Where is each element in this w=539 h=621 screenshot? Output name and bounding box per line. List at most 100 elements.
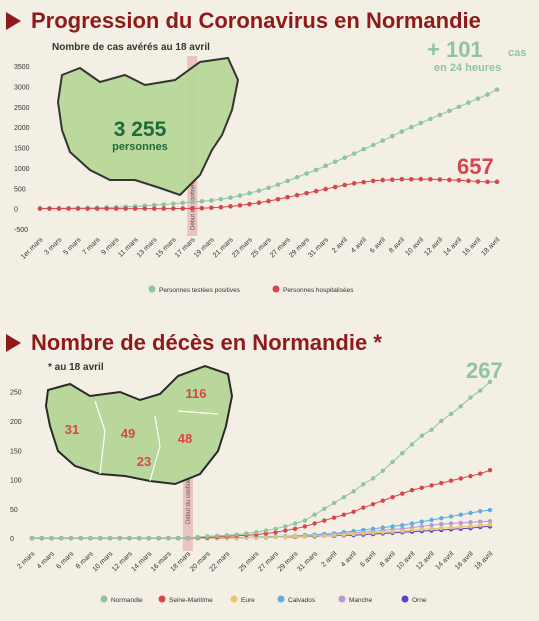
series-0-point	[247, 190, 252, 196]
series-1-point	[458, 476, 463, 481]
series-2-point	[448, 525, 454, 530]
series-0-point	[190, 199, 195, 205]
y-tick-label: 3500	[14, 64, 30, 71]
series-1-point	[142, 206, 148, 211]
series-0-point	[380, 468, 386, 473]
series-0-point	[88, 535, 93, 541]
map-value-manche: 31	[65, 422, 79, 437]
x-tick-label: 4 mars	[36, 550, 56, 570]
series-0-point	[419, 433, 424, 438]
series-1-point	[37, 206, 43, 211]
series-0-point	[322, 506, 327, 512]
series-0-point	[351, 151, 357, 156]
series-0-point	[428, 116, 433, 122]
series-0-point	[185, 535, 191, 541]
series-1-point	[132, 206, 138, 211]
series-1-point	[66, 206, 71, 211]
series-3-point	[448, 514, 454, 519]
legend-label-5: Orne	[412, 597, 427, 604]
series-4-point	[478, 519, 483, 524]
series-1-point	[56, 206, 62, 211]
x-tick-label: 7 mars	[81, 236, 101, 256]
series-0-point	[237, 193, 243, 198]
legend-marker-1	[158, 595, 166, 603]
x-tick-label: 2 avril	[331, 236, 349, 254]
series-4-point	[429, 523, 434, 528]
legend-label-1: Personnes hospitalisées	[283, 287, 354, 294]
confinement-band	[182, 456, 193, 551]
series-2-point	[283, 534, 288, 540]
x-tick-label: 4 avril	[350, 236, 368, 254]
x-tick-label: 10 avril	[404, 236, 425, 257]
series-0-point	[448, 411, 454, 417]
y-tick-label: 1500	[14, 146, 30, 153]
series-1-point	[478, 471, 483, 476]
y-tick-label: 2000	[14, 125, 30, 132]
series-1-point	[113, 206, 119, 211]
series-0-point	[263, 528, 269, 533]
series-2-point	[370, 530, 376, 536]
series-1-point	[312, 521, 317, 526]
series-1-point	[170, 206, 176, 211]
chart1-subtitle: Nombre de cas avérés au 18 avril	[52, 42, 210, 53]
series-2-point	[487, 522, 493, 527]
x-tick-label: 31 mars	[307, 236, 330, 259]
y-tick-label: 1000	[14, 166, 30, 173]
series-line-1	[40, 178, 498, 210]
series-0-point	[312, 512, 317, 517]
series-0-point	[341, 494, 347, 500]
x-tick-label: 2 mars	[16, 550, 36, 570]
series-1-point	[409, 487, 415, 493]
series-2-point	[478, 523, 483, 528]
series-0-point	[209, 198, 214, 203]
x-tick-label: 6 avril	[369, 236, 387, 254]
y-tick-label: 500	[14, 186, 26, 193]
series-0-point	[195, 534, 200, 540]
series-1-point	[409, 176, 414, 182]
daily-increase-unit: cas	[508, 47, 526, 59]
series-1-point	[428, 176, 433, 182]
series-1-point	[351, 181, 357, 186]
series-2-point	[302, 534, 308, 539]
series-0-point	[199, 198, 205, 204]
series-0-point	[302, 518, 308, 523]
series-0-point	[380, 138, 386, 143]
series-1-point	[285, 194, 290, 200]
x-tick-label: 3 mars	[43, 236, 63, 256]
series-1-point	[487, 468, 493, 473]
y-tick-label: 0	[14, 207, 18, 214]
series-1-point	[304, 190, 309, 196]
legend-marker-3	[277, 595, 285, 603]
series-0-point	[107, 535, 113, 541]
legend-label-2: Eure	[241, 597, 255, 604]
series-1-point	[342, 182, 347, 188]
series-0-point	[294, 174, 300, 180]
series-1-point	[389, 177, 395, 182]
legend-marker-1	[272, 285, 280, 293]
series-0-point	[39, 535, 44, 541]
series-2-point	[458, 524, 463, 530]
series-3-point	[400, 523, 405, 528]
series-0-point	[146, 535, 152, 541]
series-0-point	[127, 535, 132, 541]
series-1-point	[228, 204, 233, 209]
series-1-point	[419, 485, 424, 490]
series-1-point	[361, 505, 366, 510]
series-1-point	[468, 473, 473, 479]
series-0-point	[244, 531, 249, 536]
legend-marker-5	[401, 595, 409, 603]
series-0-point	[285, 178, 290, 184]
total-cases: 3 255	[114, 118, 167, 141]
y-tick-label: -500	[14, 227, 28, 234]
series-3-point	[468, 510, 473, 516]
series-0-point	[342, 155, 347, 160]
series-2-point	[390, 529, 395, 534]
title-triangle-icon	[6, 12, 21, 30]
series-1-point	[447, 177, 452, 183]
legend-label-3: Calvados	[288, 597, 316, 604]
series-0-point	[266, 185, 271, 191]
y-tick-label: 250	[10, 390, 22, 397]
x-tick-label: 6 avril	[359, 550, 377, 568]
chart1-title-text: Progression du Coronavirus en Normandie	[31, 8, 481, 33]
series-1-point	[485, 179, 490, 185]
